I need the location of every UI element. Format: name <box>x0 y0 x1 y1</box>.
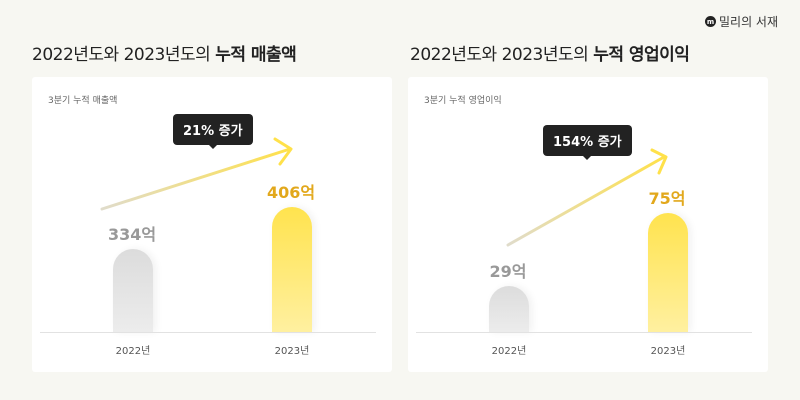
x-tick-label: 2023년 <box>274 346 310 357</box>
bar-value-label: 75억 <box>648 189 686 208</box>
brand-name: 밀리의 서재 <box>718 15 778 29</box>
bar-2023 <box>648 213 688 332</box>
bar-value-label: 29억 <box>489 262 527 281</box>
chart-subtitle: 3분기 누적 영업이익 <box>424 96 502 106</box>
title-bold: 누적 매출액 <box>215 45 297 65</box>
profit-chart-panel: 3분기 누적 영업이익 154% 증가 29억 75억 2022년 2023년 <box>408 77 768 372</box>
x-tick-label: 2022년 <box>115 346 151 357</box>
growth-badge: 154% 증가 <box>543 125 632 160</box>
chart-title-profit: 2022년도와 2023년도의 누적 영업이익 <box>410 40 690 65</box>
growth-badge: 21% 증가 <box>173 114 253 149</box>
x-axis-line <box>40 332 376 333</box>
revenue-chart-panel: 3분기 누적 매출액 21% 증가 334억 406억 2022년 2023년 <box>32 77 392 372</box>
millie-logo-icon: m <box>704 16 716 27</box>
bar-value-label: 406억 <box>266 183 316 202</box>
bar-2022 <box>489 286 529 332</box>
growth-arrow-icon <box>100 137 293 211</box>
title-plain: 2022년도와 2023년도의 <box>32 45 216 65</box>
bar-2023 <box>272 207 312 332</box>
x-tick-label: 2023년 <box>650 346 686 357</box>
brand-logo: m 밀리의 서재 <box>704 13 778 30</box>
title-plain: 2022년도와 2023년도의 <box>410 45 594 65</box>
growth-arrow-icon <box>506 148 668 247</box>
chart-title-revenue: 2022년도와 2023년도의 누적 매출액 <box>32 40 297 65</box>
bar-2022 <box>113 249 153 332</box>
x-axis-line <box>416 332 752 333</box>
x-tick-label: 2022년 <box>491 346 527 357</box>
title-bold: 누적 영업이익 <box>593 45 690 65</box>
chart-subtitle: 3분기 누적 매출액 <box>48 96 118 106</box>
bar-value-label: 334억 <box>107 225 157 244</box>
